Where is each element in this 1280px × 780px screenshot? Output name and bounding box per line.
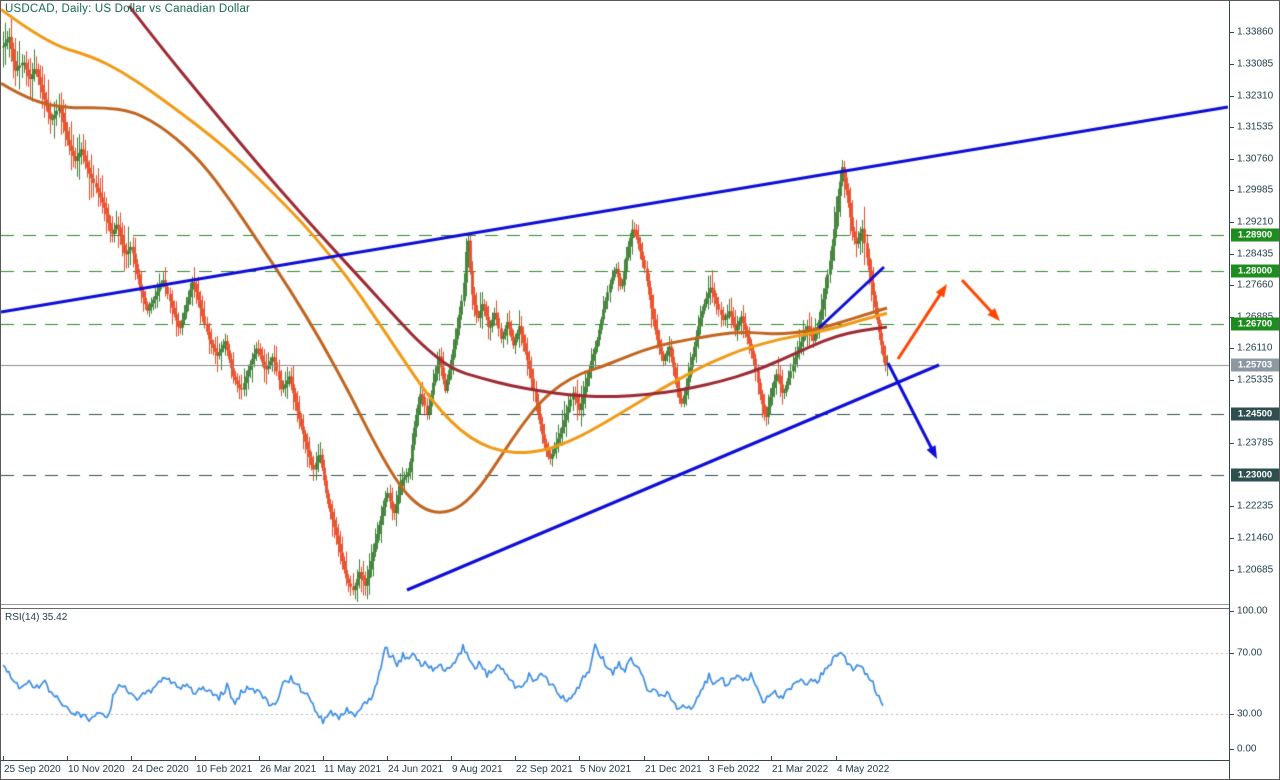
price-level-badge: 1.24500 xyxy=(1231,407,1279,421)
price-axis-border xyxy=(1229,1,1230,779)
time-tick-mark xyxy=(131,756,132,761)
price-tick-label: 1.26885 xyxy=(1237,311,1274,323)
price-tick-label: 1.33860 xyxy=(1237,26,1274,38)
rsi-indicator-label: RSI(14) 35.42 xyxy=(5,612,68,623)
price-tick-label: 1.33085 xyxy=(1237,58,1274,70)
price-tick-mark xyxy=(1229,127,1234,129)
main-price-chart-canvas[interactable] xyxy=(1,1,1229,604)
time-axis-border xyxy=(1,760,1229,761)
price-level-badge: 1.25703 xyxy=(1231,358,1279,372)
time-tick-mark xyxy=(67,756,68,761)
price-tick-mark xyxy=(1229,190,1234,192)
price-tick-label: 1.32310 xyxy=(1237,90,1274,102)
time-tick-mark xyxy=(644,756,645,761)
rsi-tick-mark xyxy=(1229,611,1234,612)
price-tick-label: 1.21460 xyxy=(1237,532,1274,544)
time-tick-mark xyxy=(451,756,452,761)
price-tick-label: 1.30760 xyxy=(1237,153,1274,165)
time-tick-mark xyxy=(771,756,772,761)
price-tick-mark xyxy=(1229,379,1234,381)
price-tick-label: 1.26110 xyxy=(1237,342,1273,354)
price-tick-mark xyxy=(1229,569,1234,571)
time-tick-label: 9 Aug 2021 xyxy=(452,764,503,775)
price-tick-mark xyxy=(1229,253,1234,255)
price-tick-label: 1.25335 xyxy=(1237,374,1274,386)
rsi-tick-mark xyxy=(1229,653,1234,654)
price-tick-mark xyxy=(1229,506,1234,508)
price-tick-mark xyxy=(1229,537,1234,539)
price-tick-label: 1.29210 xyxy=(1237,216,1274,228)
time-tick-label: 26 Mar 2021 xyxy=(260,764,317,775)
time-tick-mark xyxy=(515,756,516,761)
time-tick-label: 21 Mar 2022 xyxy=(772,764,829,775)
time-tick-mark xyxy=(708,756,709,761)
price-tick-mark xyxy=(1229,158,1234,160)
price-level-badge: 1.23000 xyxy=(1231,468,1279,482)
price-tick-mark xyxy=(1229,285,1234,287)
price-tick-label: 1.23785 xyxy=(1237,437,1274,449)
price-tick-mark xyxy=(1229,316,1234,318)
price-tick-mark xyxy=(1229,95,1234,97)
time-tick-label: 11 May 2021 xyxy=(324,764,382,775)
rsi-tick-label: 0.00 xyxy=(1237,743,1257,755)
price-tick-mark xyxy=(1229,348,1234,350)
rsi-pane-top-border xyxy=(1,608,1229,609)
rsi-tick-label: 100.00 xyxy=(1237,605,1268,617)
rsi-indicator-canvas[interactable] xyxy=(1,609,1229,760)
time-tick-label: 5 Nov 2021 xyxy=(580,764,632,775)
price-tick-label: 1.22235 xyxy=(1237,500,1274,512)
price-tick-mark xyxy=(1229,32,1234,34)
time-tick-label: 10 Feb 2021 xyxy=(196,764,253,775)
price-tick-mark xyxy=(1229,63,1234,65)
chart-title: USDCAD, Daily: US Dollar vs Canadian Dol… xyxy=(5,3,251,15)
time-tick-label: 3 Feb 2022 xyxy=(709,764,760,775)
time-tick-label: 25 Sep 2020 xyxy=(4,764,61,775)
time-tick-mark xyxy=(259,756,260,761)
time-tick-label: 10 Nov 2020 xyxy=(68,764,125,775)
rsi-tick-mark xyxy=(1229,714,1234,715)
time-tick-mark xyxy=(836,756,837,761)
time-tick-label: 4 May 2022 xyxy=(837,764,890,775)
price-level-badge: 1.28900 xyxy=(1231,228,1279,242)
price-tick-mark xyxy=(1229,443,1234,445)
time-tick-mark xyxy=(3,756,4,761)
price-tick-mark xyxy=(1229,221,1234,223)
time-tick-label: 24 Dec 2020 xyxy=(132,764,189,775)
time-tick-label: 21 Dec 2021 xyxy=(645,764,702,775)
price-tick-label: 1.28435 xyxy=(1237,248,1274,260)
price-tick-label: 1.29985 xyxy=(1237,184,1274,196)
time-tick-mark xyxy=(323,756,324,761)
time-tick-label: 22 Sep 2021 xyxy=(516,764,573,775)
price-level-badge: 1.26700 xyxy=(1231,317,1279,331)
price-tick-label: 1.20685 xyxy=(1237,564,1274,576)
price-tick-label: 1.31535 xyxy=(1237,121,1274,133)
price-tick-label: 1.27660 xyxy=(1237,279,1274,291)
time-tick-label: 24 Jun 2021 xyxy=(388,764,444,775)
time-tick-mark xyxy=(387,756,388,761)
price-level-badge: 1.28000 xyxy=(1231,264,1279,278)
pane-splitter[interactable] xyxy=(1,604,1229,605)
rsi-tick-label: 70.00 xyxy=(1237,647,1263,659)
time-tick-mark xyxy=(195,756,196,761)
rsi-tick-mark xyxy=(1229,749,1234,750)
time-tick-mark xyxy=(579,756,580,761)
rsi-tick-label: 30.00 xyxy=(1237,708,1263,720)
